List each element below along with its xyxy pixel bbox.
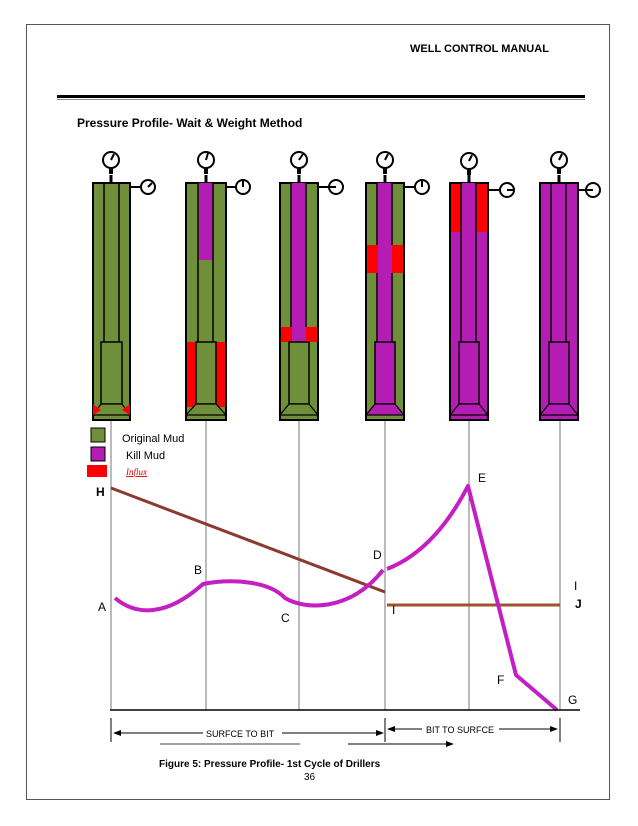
header-rule-thin bbox=[57, 99, 585, 100]
drill-pipe-pressure-curve bbox=[113, 484, 559, 712]
well-diagram-5 bbox=[448, 152, 515, 421]
point-label-c: C bbox=[281, 611, 290, 625]
point-label-g: G bbox=[568, 693, 577, 707]
well-diagram-1 bbox=[91, 151, 156, 421]
well-diagram-3 bbox=[278, 151, 344, 421]
figure-caption: Figure 5: Pressure Profile- 1st Cycle of… bbox=[159, 759, 381, 770]
h-line bbox=[110, 486, 386, 594]
well-diagram-6 bbox=[538, 151, 601, 421]
legend-label-kill-mud: Kill Mud bbox=[126, 450, 165, 462]
point-label-j: J bbox=[575, 597, 582, 611]
page-border bbox=[26, 24, 610, 800]
point-label-i-small: I bbox=[392, 603, 395, 617]
header-title: WELL CONTROL MANUAL bbox=[410, 43, 549, 55]
axis-label-bit-to-surface: BIT TO SURFCE bbox=[426, 725, 494, 735]
section-title: Pressure Profile- Wait & Weight Method bbox=[77, 116, 303, 130]
point-label-a: A bbox=[98, 600, 106, 614]
point-label-h: H bbox=[96, 485, 105, 499]
point-label-f: F bbox=[497, 673, 504, 687]
point-label-d: D bbox=[373, 548, 382, 562]
page-number: 36 bbox=[304, 772, 316, 783]
point-label-i: I bbox=[574, 579, 577, 593]
legend-label-original-mud: Original Mud bbox=[122, 433, 184, 445]
legend-swatch-original-mud bbox=[90, 427, 106, 443]
guide-lines bbox=[110, 420, 561, 710]
point-label-b: B bbox=[194, 563, 202, 577]
axis-label-surface-to-bit: SURFCE TO BIT bbox=[206, 729, 275, 739]
legend-swatch-kill-mud bbox=[90, 446, 106, 462]
well-diagram-4 bbox=[364, 151, 430, 421]
legend: Original Mud Kill Mud Influx bbox=[87, 427, 184, 477]
legend-label-influx: Influx bbox=[125, 467, 147, 477]
pressure-graph: H A B C D E F G I J I SURFCE TO BIT BIT … bbox=[96, 471, 582, 747]
legend-swatch-influx bbox=[87, 465, 107, 477]
well-diagram-2 bbox=[184, 151, 251, 421]
point-label-e: E bbox=[478, 471, 486, 485]
header-rule bbox=[57, 95, 585, 98]
